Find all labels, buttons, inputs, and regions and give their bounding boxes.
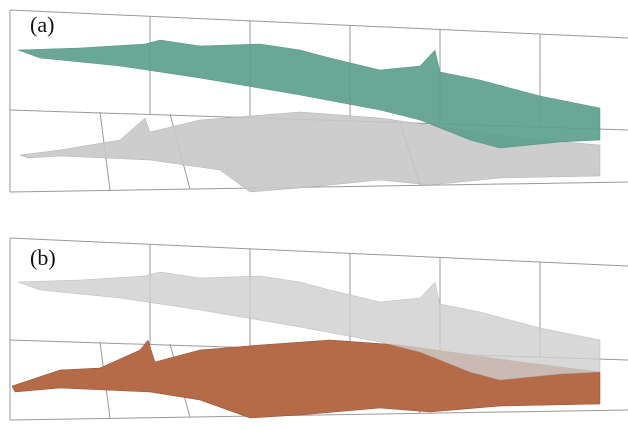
- gray-surface: [17, 271, 601, 381]
- panel-a: (a): [9, 9, 628, 193]
- frame-edge: [9, 237, 628, 267]
- panel-label: (b): [30, 245, 56, 270]
- teal-surface: [17, 39, 601, 149]
- panel-label: (a): [30, 12, 54, 37]
- frame-edge: [9, 409, 628, 421]
- panel-b: (b): [9, 237, 628, 421]
- frame-edge: [9, 9, 628, 39]
- frame-edge: [9, 181, 628, 193]
